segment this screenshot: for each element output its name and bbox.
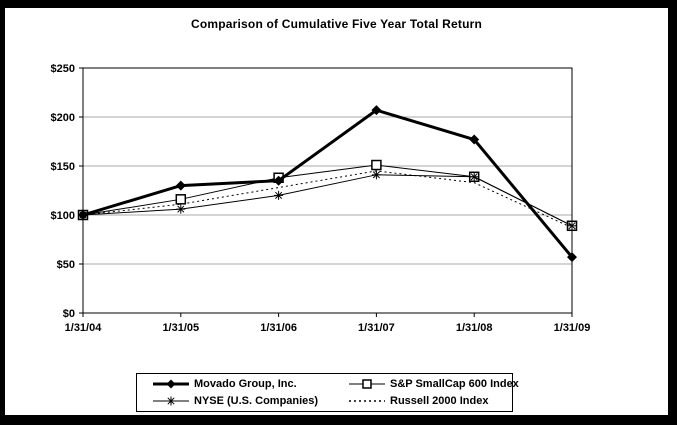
series-line-movado-group-inc (82, 108, 574, 259)
marker-asterisk (371, 170, 381, 180)
marker-square (175, 194, 187, 205)
y-tick-label: $50 (57, 259, 75, 271)
legend-item-russell: Russell 2000 Index (349, 395, 519, 407)
legend-sample-dotted-line (349, 399, 385, 402)
marker-diamond (273, 175, 284, 186)
marker-diamond (78, 210, 88, 220)
marker-asterisk (567, 221, 577, 231)
series-line-s-p-smallcap-600-index (82, 164, 573, 227)
series-russell-2000-index (82, 170, 573, 229)
x-tick-label: 1/31/06 (260, 322, 297, 334)
legend: Movado Group, Inc. S&P SmallCap 600 Inde… (136, 373, 519, 412)
series-nyse-u-s-companies (78, 170, 577, 231)
legend-label-sp-smallcap: S&P SmallCap 600 Index (390, 378, 519, 391)
marker-diamond (175, 180, 186, 191)
marker-asterisk (469, 172, 479, 182)
marker-diamond (469, 134, 480, 145)
series-line-russell-2000-index (82, 170, 573, 229)
x-tick-label: 1/31/05 (162, 322, 199, 334)
y-tick-label: $100 (51, 210, 75, 222)
legend-label-russell: Russell 2000 Index (390, 394, 489, 407)
marker-asterisk (176, 204, 186, 214)
series-movado-group-inc (78, 105, 577, 263)
legend-item-sp-smallcap: S&P SmallCap 600 Index (349, 378, 519, 390)
series-line-nyse-u-s-companies (82, 174, 573, 227)
legend-item-movado: Movado Group, Inc. (153, 378, 349, 390)
marker-asterisk (274, 190, 284, 200)
marker-diamond (371, 105, 382, 116)
y-tick-label: $250 (51, 63, 75, 75)
y-tick-label: $200 (51, 112, 75, 124)
marker-square (371, 159, 382, 171)
x-tick-label: 1/31/09 (554, 322, 591, 334)
y-tick-label: $150 (51, 161, 75, 173)
x-tick-label: 1/31/08 (456, 322, 493, 334)
legend-label-movado: Movado Group, Inc. (194, 378, 297, 391)
x-tick-label: 1/31/07 (358, 322, 395, 334)
x-tick-label: 1/31/04 (65, 322, 103, 334)
legend-label-nyse: NYSE (U.S. Companies) (194, 394, 319, 407)
legend-sample-diamond-line (153, 379, 189, 389)
chart-title: Comparison of Cumulative Five Year Total… (190, 17, 482, 31)
plot-border (82, 67, 573, 314)
legend-sample-square-line (349, 379, 385, 390)
marker-diamond (567, 252, 577, 263)
legend-item-nyse: NYSE (U.S. Companies) (153, 395, 349, 407)
legend-sample-asterisk-line (153, 396, 189, 406)
chart-plot-area: $250 $200 $150 $100 $50 $0 1/31/04 1/31/05 1/31/… (51, 63, 591, 334)
y-tick-label: $0 (63, 308, 75, 320)
